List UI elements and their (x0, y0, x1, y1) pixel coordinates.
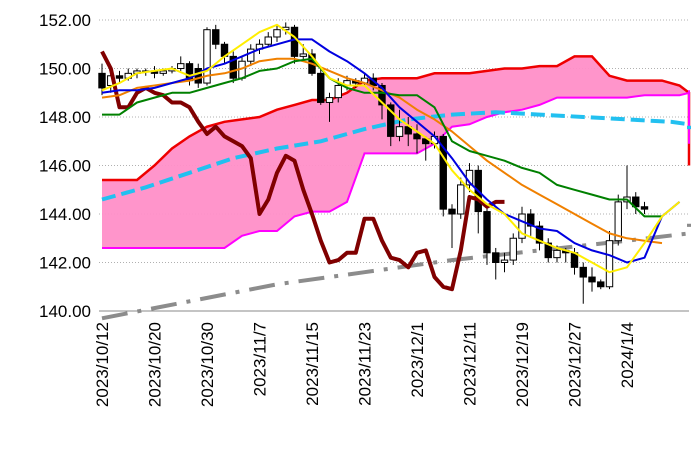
series-line (101, 23, 681, 274)
candle-body (325, 97, 334, 103)
ma-long-line (101, 110, 691, 202)
candle-body (115, 75, 124, 79)
candle-body (387, 104, 395, 137)
candle-body (264, 36, 272, 45)
x-tick-label: 2023/10/30 (198, 322, 217, 407)
x-tick-label: 2023/12/27 (566, 322, 585, 407)
x-tick-label: 2023/11/15 (303, 322, 322, 406)
candle-body (194, 68, 202, 84)
y-tick-label: 152.00 (39, 11, 91, 30)
candle-body (378, 84, 386, 106)
x-tick-label: 2023/10/12 (93, 322, 112, 407)
y-tick-label: 142.00 (39, 254, 91, 273)
candle-body (483, 211, 491, 254)
x-tick-label: 2023/12/11 (461, 322, 480, 406)
y-tick-label: 146.00 (39, 157, 91, 176)
candle-body (273, 29, 281, 38)
candle-body (299, 53, 307, 57)
series-line (102, 57, 662, 218)
candle-body (317, 72, 325, 103)
candle-body (98, 72, 106, 89)
candle-body (334, 84, 342, 99)
candle-body (290, 26, 299, 57)
candle-body (509, 237, 517, 261)
candle-body (422, 138, 430, 145)
candle-body (492, 252, 500, 264)
candle-body (439, 135, 447, 210)
candle-body (500, 259, 509, 264)
x-tick-label: 2023/10/20 (146, 322, 165, 407)
candlesticks (98, 22, 649, 304)
indicator-lines (100, 23, 681, 292)
candle-body (212, 29, 220, 45)
candle-body (544, 242, 552, 259)
candle-body (535, 225, 544, 244)
y-tick-label: 148.00 (39, 108, 91, 127)
series-line (100, 50, 505, 292)
candle-body (395, 126, 404, 137)
kumo-fill (102, 56, 689, 249)
candle-body (614, 201, 622, 242)
long-moving-averages (101, 110, 691, 321)
candle-body (203, 29, 211, 84)
candle-body (597, 281, 605, 288)
candle-body (553, 249, 561, 259)
candle-body (640, 206, 649, 210)
candle-body (527, 213, 535, 227)
candle-body (159, 70, 167, 74)
candle-body (579, 266, 587, 278)
candle-body (605, 240, 614, 288)
candle-body (404, 126, 412, 135)
x-tick-label: 2024/1/4 (618, 322, 637, 388)
candle-body (518, 213, 526, 239)
candle-body (448, 208, 456, 215)
candle-body (177, 63, 185, 70)
x-tick-label: 2023/11/7 (251, 322, 270, 396)
x-tick-label: 2023/12/19 (513, 322, 532, 407)
y-tick-label: 150.00 (39, 60, 91, 79)
x-tick-label: 2023/11/23 (356, 322, 375, 406)
candle-body (457, 184, 465, 215)
y-tick-label: 140.00 (39, 302, 91, 321)
y-axis: 152.00 150.00 148.00 146.00 144.00 142.00 140.… (39, 11, 91, 321)
candle-body (229, 55, 237, 79)
series-line (101, 57, 663, 245)
y-tick-label: 144.00 (39, 205, 91, 224)
candle-body (413, 133, 421, 140)
x-tick-label: 2023/12/1 (408, 322, 427, 398)
ma-very-long-line (101, 223, 691, 321)
candle-body (588, 276, 596, 283)
x-axis: 2023/10/12 2023/10/20 2023/10/30 2023/11/7 2… (93, 322, 637, 407)
